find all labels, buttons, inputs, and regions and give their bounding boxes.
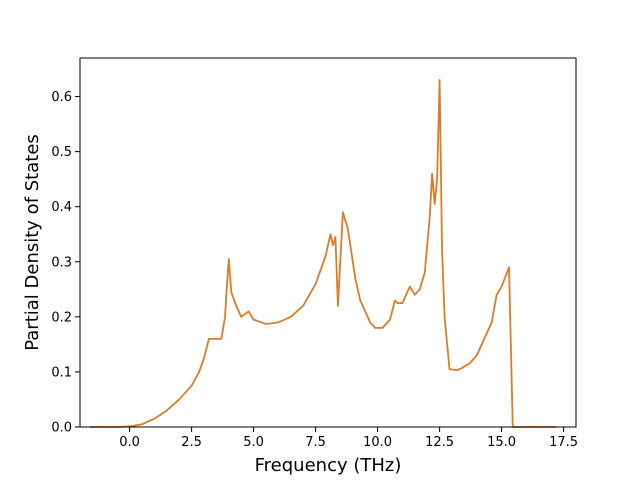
y-tick-label: 0.6 <box>51 90 72 105</box>
x-tick-label: 7.5 <box>305 435 326 450</box>
series-line-0 <box>89 79 557 428</box>
x-axis-label: Frequency (THz) <box>255 455 402 476</box>
y-axis-label: Partial Density of States <box>22 134 43 351</box>
y-tick-label: 0.0 <box>51 421 72 436</box>
x-axis-ticks: 0.0 2.5 5.0 7.5 10.0 12.5 15.0 17.5 <box>119 427 578 450</box>
x-tick-label: 12.5 <box>425 435 454 450</box>
plot-frame <box>79 57 577 428</box>
series-layer <box>89 79 557 428</box>
x-tick-label: 0.0 <box>119 435 140 450</box>
y-tick-label: 0.3 <box>51 255 72 270</box>
x-tick-label: 17.5 <box>549 435 578 450</box>
y-axis-ticks: 0.0 0.1 0.2 0.3 0.4 0.5 0.6 <box>51 90 80 436</box>
y-tick-label: 0.4 <box>51 200 72 215</box>
x-tick-label: 10.0 <box>363 435 392 450</box>
x-tick-label: 5.0 <box>243 435 264 450</box>
y-tick-label: 0.2 <box>51 310 72 325</box>
y-tick-label: 0.5 <box>51 145 72 160</box>
x-tick-label: 15.0 <box>487 435 516 450</box>
y-tick-label: 0.1 <box>51 365 72 380</box>
x-tick-label: 2.5 <box>181 435 202 450</box>
